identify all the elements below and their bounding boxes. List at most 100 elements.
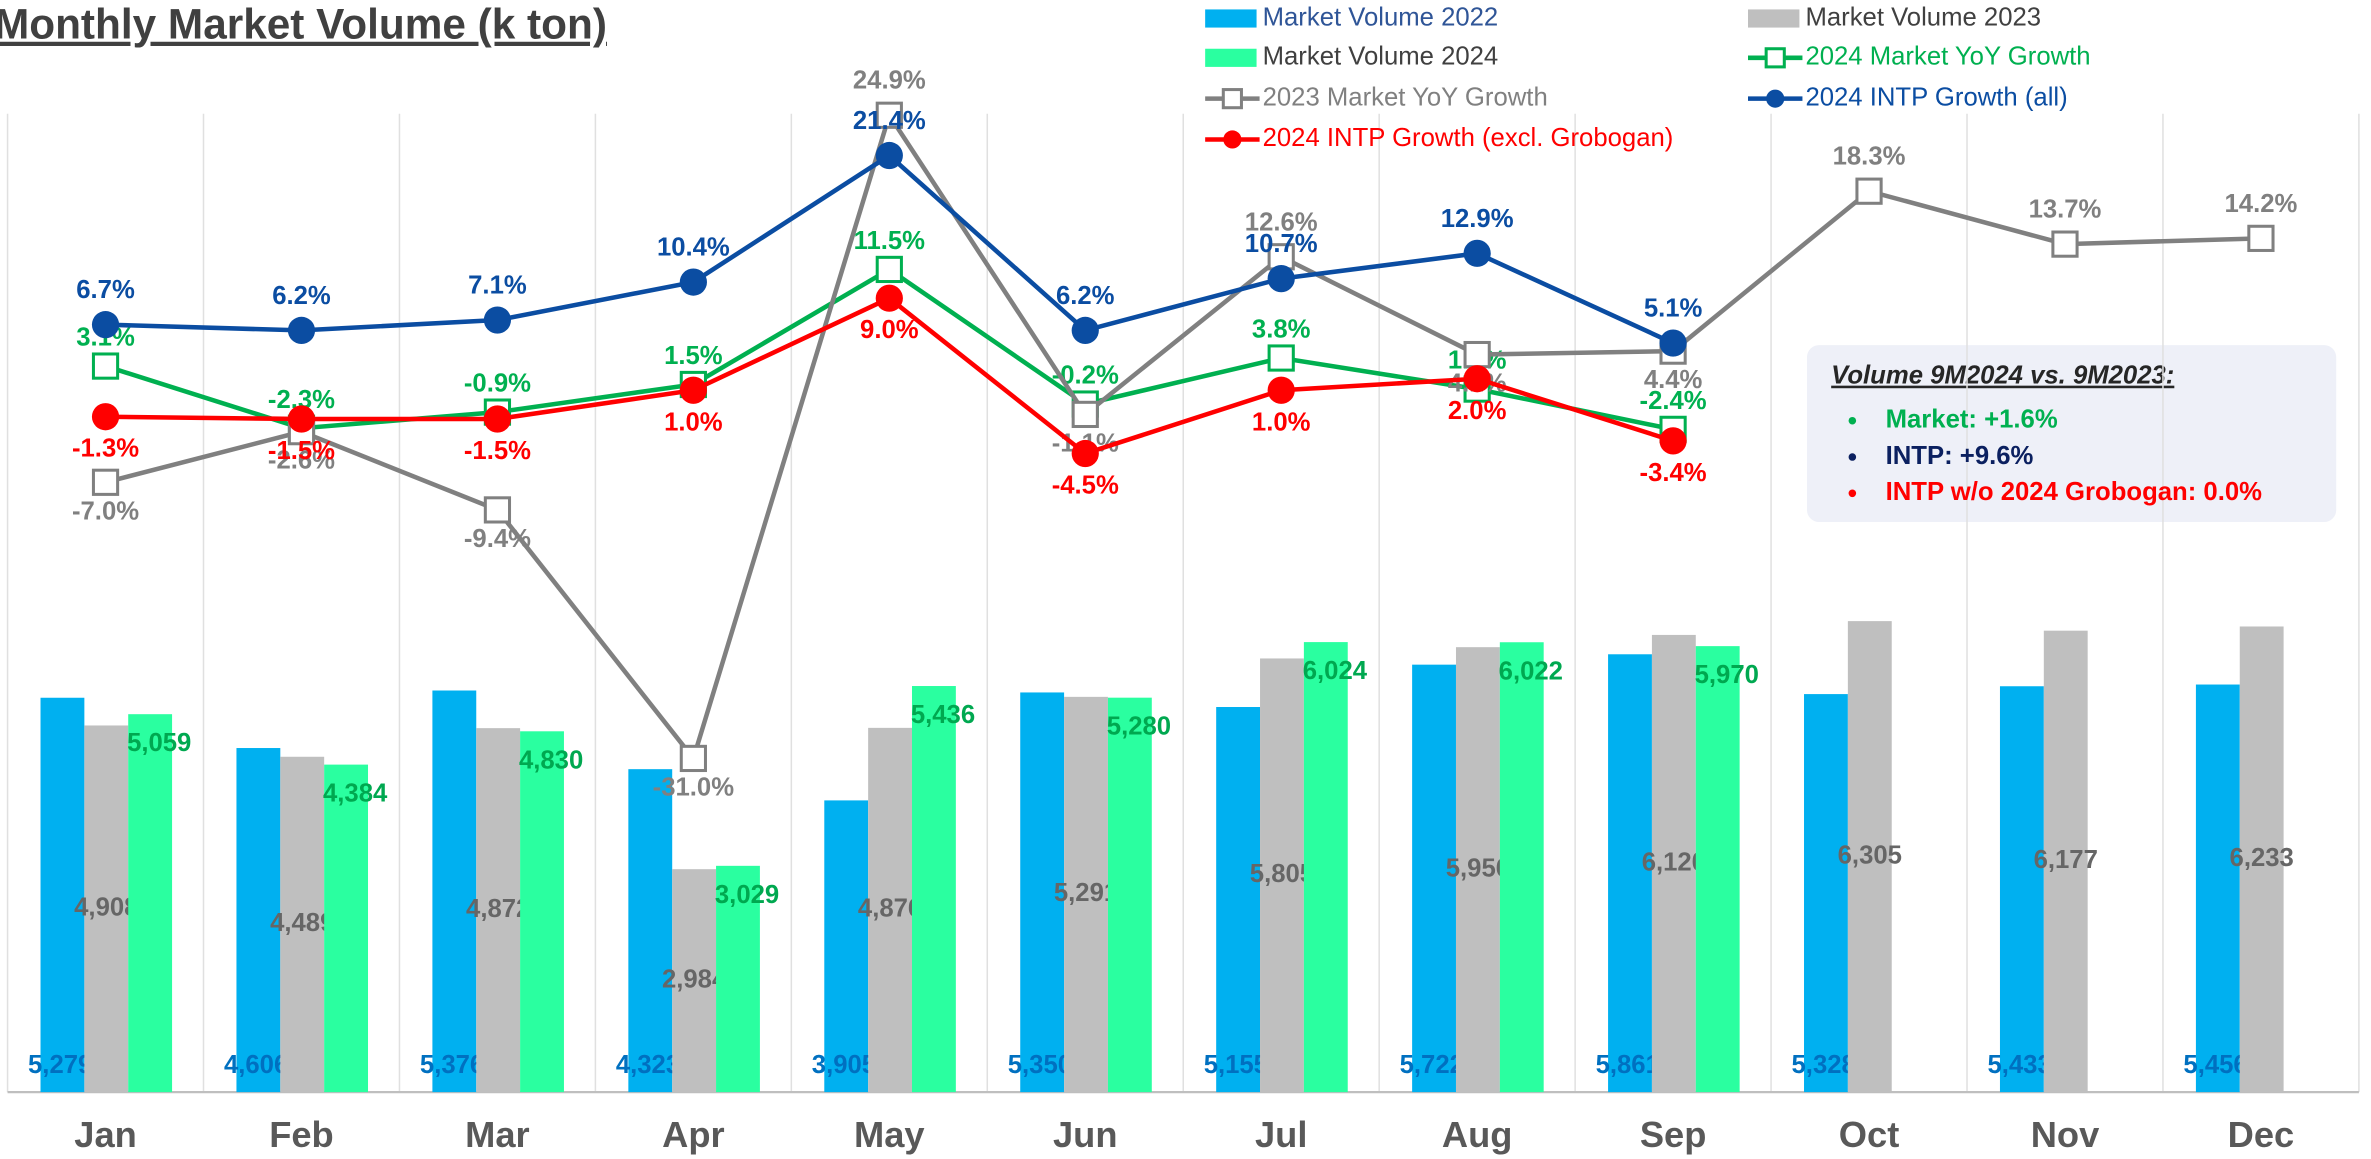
bar-value-label: 4,606 xyxy=(224,1051,288,1079)
legend-marker xyxy=(1223,130,1242,149)
line-marker xyxy=(91,352,120,380)
line-value-label: 10.4% xyxy=(657,234,730,262)
bar xyxy=(1303,642,1348,1093)
annotation-item: INTP: +9.6% xyxy=(1886,442,2034,470)
line-marker xyxy=(1267,265,1295,293)
line-value-label: 1.5% xyxy=(664,342,723,370)
legend-swatch xyxy=(1205,48,1257,67)
x-tick-label: May xyxy=(854,1114,925,1155)
line-marker xyxy=(1071,400,1099,429)
line-value-label: 4.4% xyxy=(1644,366,1703,394)
bar-value-label: 5,861 xyxy=(1596,1051,1660,1079)
line-marker xyxy=(875,284,903,312)
bar xyxy=(1651,634,1696,1093)
line-value-label: -1.3% xyxy=(72,435,139,463)
line-marker xyxy=(1659,329,1687,357)
bar xyxy=(1695,646,1740,1093)
line-value-label: -9.4% xyxy=(464,525,531,553)
line-value-label: 7.1% xyxy=(468,272,527,300)
bar-value-label: 4,908 xyxy=(74,894,138,922)
line-marker xyxy=(1463,239,1491,267)
line-value-label: 12.9% xyxy=(1441,205,1514,233)
line-marker xyxy=(1267,376,1295,404)
legend-swatch xyxy=(1205,9,1257,28)
line-value-label: 9.0% xyxy=(860,316,919,344)
x-tick-label: Jun xyxy=(1053,1114,1118,1155)
bar-value-label: 5,376 xyxy=(420,1051,484,1079)
line-marker xyxy=(287,316,316,345)
line-marker xyxy=(2247,224,2275,252)
line-value-label: -31.0% xyxy=(653,773,735,801)
bar xyxy=(476,728,521,1093)
x-tick-label: Feb xyxy=(269,1114,334,1155)
bar-value-label: 5,956 xyxy=(1446,854,1510,882)
legend-label: 2024 Market YoY Growth xyxy=(1805,43,2090,71)
line-value-label: -0.9% xyxy=(464,370,531,398)
bar xyxy=(1412,664,1456,1093)
bar xyxy=(1999,686,2044,1093)
line-value-label: -3.4% xyxy=(1640,459,1707,487)
bar-value-label: 5,280 xyxy=(1107,713,1171,741)
line-series xyxy=(104,109,2261,764)
chart-title: Monthly Market Volume (k ton) xyxy=(0,1,607,48)
bar-value-label: 6,024 xyxy=(1303,657,1368,685)
x-tick-label: Sep xyxy=(1640,1114,1707,1155)
legend-marker xyxy=(1764,47,1786,69)
line-value-label: -2.6% xyxy=(268,447,335,475)
line-marker xyxy=(1071,439,1099,468)
line-value-label: 6.2% xyxy=(272,282,331,310)
x-tick-label: Aug xyxy=(1442,1114,1513,1155)
bar xyxy=(2239,626,2284,1093)
line-value-label: -1.5% xyxy=(464,437,531,465)
bar-value-label: 4,489 xyxy=(270,909,334,937)
bar-value-label: 5,433 xyxy=(1987,1051,2051,1079)
line-value-label: 1.0% xyxy=(1252,408,1311,436)
bar-value-label: 5,436 xyxy=(911,701,975,729)
line-marker xyxy=(2051,230,2079,258)
legend-label: Market Volume 2023 xyxy=(1805,3,2041,31)
bar xyxy=(128,714,173,1093)
line-value-label: 24.9% xyxy=(853,67,926,95)
line-value-label: 1.0% xyxy=(664,408,723,436)
line-value-label: -2.4% xyxy=(1640,387,1707,415)
bar xyxy=(1064,696,1108,1093)
line-value-label: 21.4% xyxy=(853,107,926,135)
line-value-label: 18.3% xyxy=(1833,143,1906,171)
bar xyxy=(1804,694,1848,1093)
line-value-label: 11.5% xyxy=(854,227,926,255)
bar-value-label: 3,905 xyxy=(812,1051,876,1079)
line-value-label: 3.8% xyxy=(1252,316,1311,344)
line-marker xyxy=(1071,316,1099,345)
bar-value-label: 5,291 xyxy=(1054,879,1118,907)
line-marker xyxy=(91,403,120,431)
annotation-bullet xyxy=(1848,453,1857,461)
line-marker xyxy=(91,311,120,339)
bar-value-label: 4,830 xyxy=(519,746,583,774)
x-tick-label: Oct xyxy=(1839,1114,1899,1155)
line-value-label: 12.6% xyxy=(1245,208,1318,236)
line-marker xyxy=(875,255,903,284)
line-value-label: 14.2% xyxy=(2225,190,2298,218)
annotation-item: INTP w/o 2024 Grobogan: 0.0% xyxy=(1886,478,2263,506)
legend-label: 2024 INTP Growth (excl. Grobogan) xyxy=(1263,124,1674,152)
line-value-label: 2.0% xyxy=(1448,397,1507,425)
bar xyxy=(1216,707,1261,1093)
legend-label: Market Volume 2024 xyxy=(1263,43,1499,71)
bar xyxy=(1455,647,1500,1093)
bar-value-label: 4,872 xyxy=(466,895,530,923)
line-marker xyxy=(679,744,707,773)
legend-marker xyxy=(1766,89,1785,108)
bar-value-label: 5,350 xyxy=(1008,1051,1072,1079)
line-value-label: 10.7% xyxy=(1245,230,1318,258)
line-marker xyxy=(91,468,120,496)
bar-value-label: 6,305 xyxy=(1838,841,1902,869)
x-tick-label: Nov xyxy=(2031,1114,2100,1155)
annotation-item: Market: +1.6% xyxy=(1886,406,2058,434)
bar xyxy=(236,748,281,1093)
annotation-title: Volume 9M2024 vs. 9M2023: xyxy=(1831,362,2174,390)
line-value-label: -1.5% xyxy=(268,437,335,465)
legend-label: Market Volume 2022 xyxy=(1263,3,1499,31)
bar-value-label: 4,384 xyxy=(323,780,388,808)
bar xyxy=(1107,697,1152,1093)
